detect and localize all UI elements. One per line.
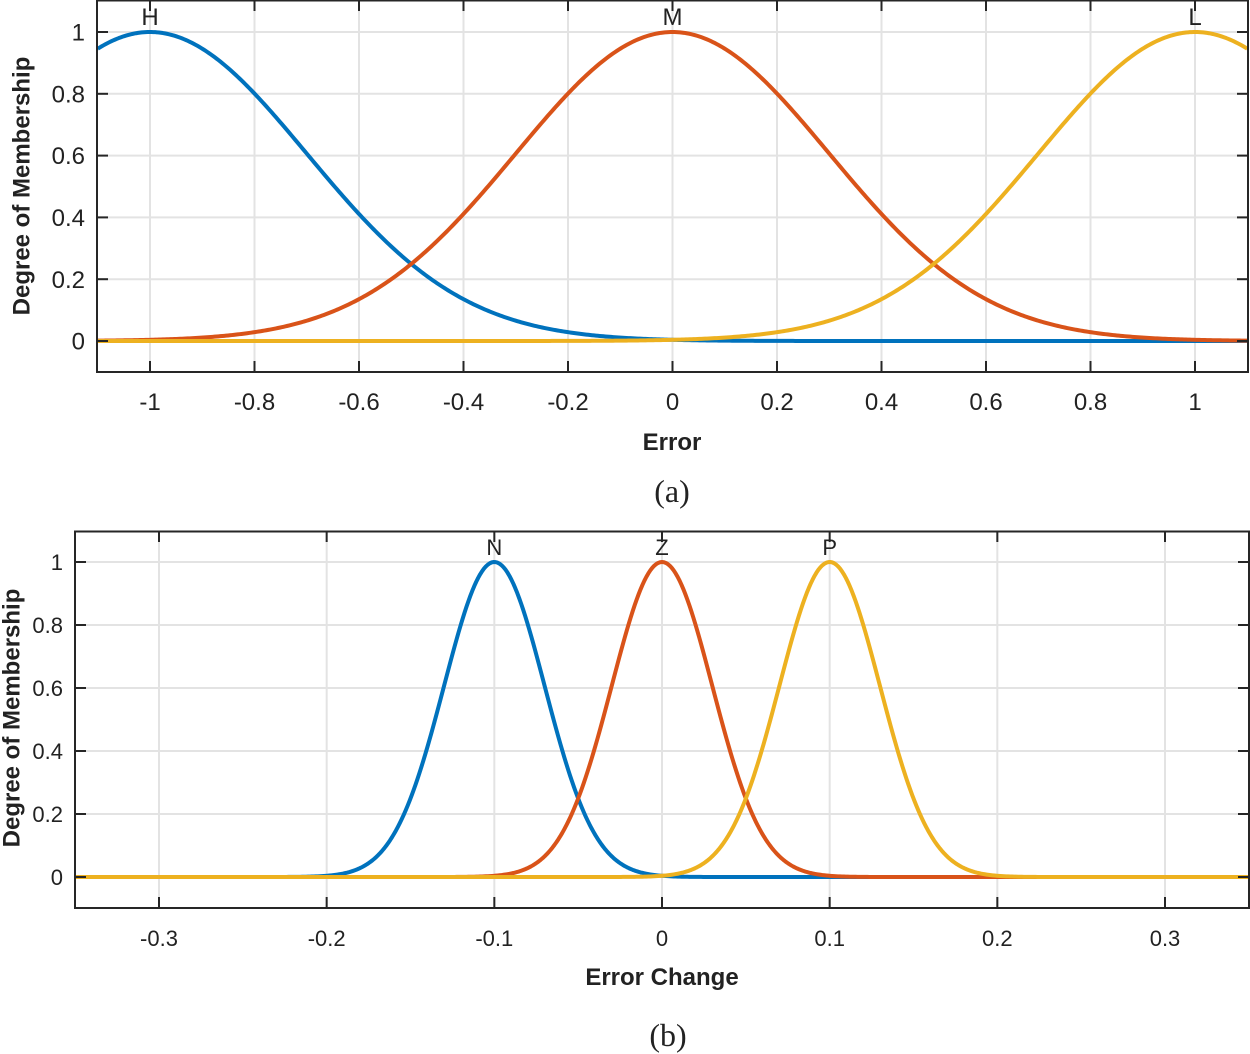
curves <box>75 560 1249 879</box>
y-tick-label: 0.6 <box>32 676 63 701</box>
x-axis-title: Error Change <box>585 964 738 991</box>
y-tick-label: 0.4 <box>52 205 85 232</box>
figure-caption: (a) <box>654 473 690 509</box>
y-tick-label: 0.6 <box>52 143 85 170</box>
x-tick-label: 1 <box>1188 389 1201 416</box>
x-tick-label: 0.8 <box>1074 389 1107 416</box>
x-tick-label: -0.6 <box>338 389 379 416</box>
x-tick-label: -0.2 <box>547 389 588 416</box>
x-tick-label: 0.6 <box>969 389 1002 416</box>
y-tick-label: 1 <box>72 20 85 47</box>
figure-caption: (b) <box>649 1017 686 1053</box>
curve-l <box>97 30 1249 343</box>
mf-label-n: N <box>486 535 502 560</box>
mf-label-p: P <box>822 535 837 560</box>
grid <box>97 0 1248 372</box>
x-tick-label: -0.2 <box>308 926 346 951</box>
x-axis-title: Error <box>643 429 702 456</box>
mf-label-m: M <box>663 4 683 31</box>
chart-panel-b: N Z P -0.3 -0.2 -0.1 0 0.1 0.2 0.3 0 0.2 0.4 0.6 0.8 1 E… <box>0 530 1250 1053</box>
x-tick-label: -0.1 <box>475 926 513 951</box>
x-tick-label: -0.4 <box>443 389 484 416</box>
mf-label-z: Z <box>655 535 668 560</box>
y-tick-label: 0.4 <box>32 739 63 764</box>
ticks: -1 -0.8 -0.6 -0.4 -0.2 0 0.2 0.4 0.6 0.8 1 0 0.2 0.4 0… <box>52 0 1248 416</box>
mf-label-l: L <box>1188 4 1201 31</box>
y-tick-label: 0.8 <box>32 613 63 638</box>
x-tick-label: 0.2 <box>982 926 1013 951</box>
x-tick-label: 0 <box>656 926 668 951</box>
x-tick-label: 0.4 <box>865 389 898 416</box>
x-tick-label: 0.3 <box>1150 926 1181 951</box>
y-tick-label: 0.8 <box>52 81 85 108</box>
y-axis-title: Degree of Membership <box>9 57 36 316</box>
ticks: -0.3 -0.2 -0.1 0 0.1 0.2 0.3 0 0.2 0.4 0.6 0.8 1 <box>32 531 1249 951</box>
x-tick-label: -0.8 <box>234 389 275 416</box>
chart-panel-a: H M L -1 -0.8 -0.6 -0.4 -0.2 0 0.2 0.4 0.6 0.8 1 0 0.2 0… <box>9 0 1249 509</box>
x-tick-label: 0.2 <box>760 389 793 416</box>
curve-m <box>97 30 1248 343</box>
y-tick-label: 0 <box>72 329 85 356</box>
curve-p <box>75 560 1249 879</box>
y-axis-title: Degree of Membership <box>0 589 26 848</box>
mf-label-h: H <box>141 4 158 31</box>
x-tick-label: -0.3 <box>140 926 178 951</box>
curves <box>96 30 1249 343</box>
y-tick-label: 0 <box>51 865 63 890</box>
x-tick-label: -1 <box>139 389 160 416</box>
y-tick-label: 1 <box>51 550 63 575</box>
y-tick-label: 0.2 <box>52 267 85 294</box>
x-tick-label: 0.1 <box>814 926 845 951</box>
y-tick-label: 0.2 <box>32 802 63 827</box>
x-tick-label: 0 <box>666 389 679 416</box>
